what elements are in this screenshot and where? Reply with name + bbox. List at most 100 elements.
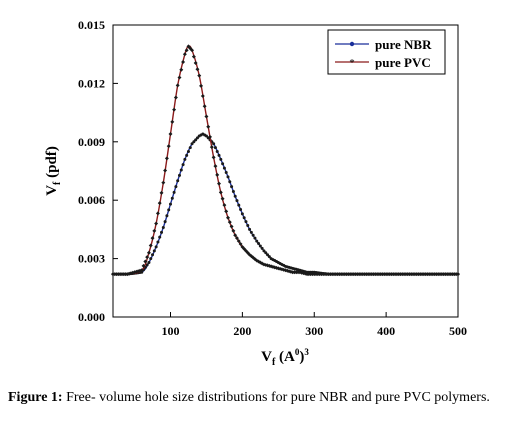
y-axis-title-rest: (pdf) bbox=[44, 146, 60, 181]
data-point bbox=[166, 144, 171, 149]
data-point bbox=[227, 220, 232, 225]
data-point bbox=[174, 185, 178, 189]
data-point bbox=[233, 233, 238, 238]
data-point bbox=[183, 157, 187, 161]
legend: pure NBR * pure PVC bbox=[327, 29, 446, 75]
data-point bbox=[181, 163, 185, 167]
data-point bbox=[258, 244, 262, 248]
x-axis-ticks: 100 200 300 400 500 bbox=[162, 312, 467, 338]
data-point bbox=[158, 235, 162, 239]
data-point bbox=[149, 257, 153, 261]
x-tick-label: 500 bbox=[449, 324, 467, 338]
data-point bbox=[231, 189, 235, 193]
data-point bbox=[167, 208, 171, 212]
y-axis-title: Vf (pdf) bbox=[44, 146, 63, 196]
data-point bbox=[164, 156, 169, 161]
data-point bbox=[157, 201, 162, 206]
data-point bbox=[213, 164, 218, 169]
data-point bbox=[229, 224, 234, 229]
data-point bbox=[246, 224, 250, 228]
data-point bbox=[222, 166, 226, 170]
data-point bbox=[154, 221, 159, 226]
data-point bbox=[177, 173, 181, 177]
data-point bbox=[188, 146, 192, 150]
legend-swatch-pvc-marker: * bbox=[349, 57, 355, 69]
data-point bbox=[192, 140, 196, 144]
data-point bbox=[152, 228, 157, 233]
data-point bbox=[209, 145, 214, 150]
data-point bbox=[170, 119, 175, 124]
y-tick-label: 0.009 bbox=[78, 135, 105, 149]
x-tick-label: 400 bbox=[377, 324, 395, 338]
legend-box bbox=[327, 29, 446, 75]
data-point bbox=[237, 203, 241, 207]
data-point bbox=[221, 162, 225, 166]
x-axis-title-sup2: 3 bbox=[304, 347, 309, 357]
y-tick-label: 0.003 bbox=[78, 252, 105, 266]
legend-swatch-nbr-marker bbox=[349, 41, 355, 47]
data-point bbox=[177, 75, 182, 80]
data-point bbox=[257, 242, 261, 246]
data-point bbox=[217, 153, 221, 157]
data-point bbox=[195, 67, 200, 72]
y-tick-label: 0.012 bbox=[78, 76, 105, 90]
data-point bbox=[239, 207, 243, 211]
data-point bbox=[200, 94, 205, 99]
data-point bbox=[146, 250, 151, 255]
data-point bbox=[156, 240, 160, 244]
data-point bbox=[244, 220, 248, 224]
data-point bbox=[251, 233, 255, 237]
data-point bbox=[212, 142, 216, 146]
x-tick-label: 100 bbox=[162, 324, 180, 338]
data-point bbox=[204, 134, 208, 138]
data-point bbox=[143, 259, 148, 264]
data-point bbox=[148, 243, 153, 248]
figure-caption: Figure 1: Free- volume hole size distrib… bbox=[8, 388, 512, 408]
data-point bbox=[230, 185, 234, 189]
data-point bbox=[266, 253, 270, 257]
data-point bbox=[219, 157, 223, 161]
data-point bbox=[233, 194, 237, 198]
data-point bbox=[255, 239, 259, 243]
caption-text: Free- volume hole size distributions for… bbox=[62, 390, 490, 405]
data-point bbox=[204, 114, 209, 119]
data-point bbox=[217, 181, 221, 186]
x-axis-title: Vf (A0)3 bbox=[261, 347, 309, 368]
data-point bbox=[262, 249, 266, 253]
data-point bbox=[226, 175, 230, 179]
data-point bbox=[224, 209, 229, 214]
data-point bbox=[231, 228, 236, 233]
data-point bbox=[249, 230, 253, 234]
data-point bbox=[151, 253, 155, 257]
data-point bbox=[235, 199, 239, 203]
x-axis-title-sup1: 0 bbox=[295, 347, 300, 357]
data-point bbox=[215, 150, 219, 154]
data-point bbox=[179, 67, 184, 72]
y-tick-label: 0.006 bbox=[78, 193, 105, 207]
data-point bbox=[208, 134, 213, 139]
x-axis-title-close: ) bbox=[299, 349, 304, 365]
y-tick-label: 0.000 bbox=[78, 310, 105, 324]
series-pure-pvc bbox=[111, 44, 460, 277]
data-point bbox=[235, 236, 239, 241]
data-point bbox=[165, 214, 169, 218]
data-point bbox=[163, 220, 167, 224]
data-point bbox=[152, 249, 156, 253]
data-point bbox=[185, 153, 189, 157]
x-axis-title-sub: f bbox=[272, 357, 276, 368]
data-point bbox=[206, 124, 211, 129]
data-point bbox=[139, 268, 144, 273]
data-point bbox=[173, 95, 178, 100]
data-point bbox=[213, 146, 217, 150]
x-tick-label: 200 bbox=[233, 324, 251, 338]
data-point bbox=[211, 155, 216, 160]
data-point bbox=[197, 73, 202, 78]
data-point bbox=[260, 246, 264, 250]
data-point bbox=[141, 263, 146, 268]
data-point bbox=[238, 242, 243, 246]
data-point bbox=[147, 260, 151, 264]
legend-label-pvc: pure PVC bbox=[375, 55, 431, 70]
data-point bbox=[186, 150, 190, 154]
